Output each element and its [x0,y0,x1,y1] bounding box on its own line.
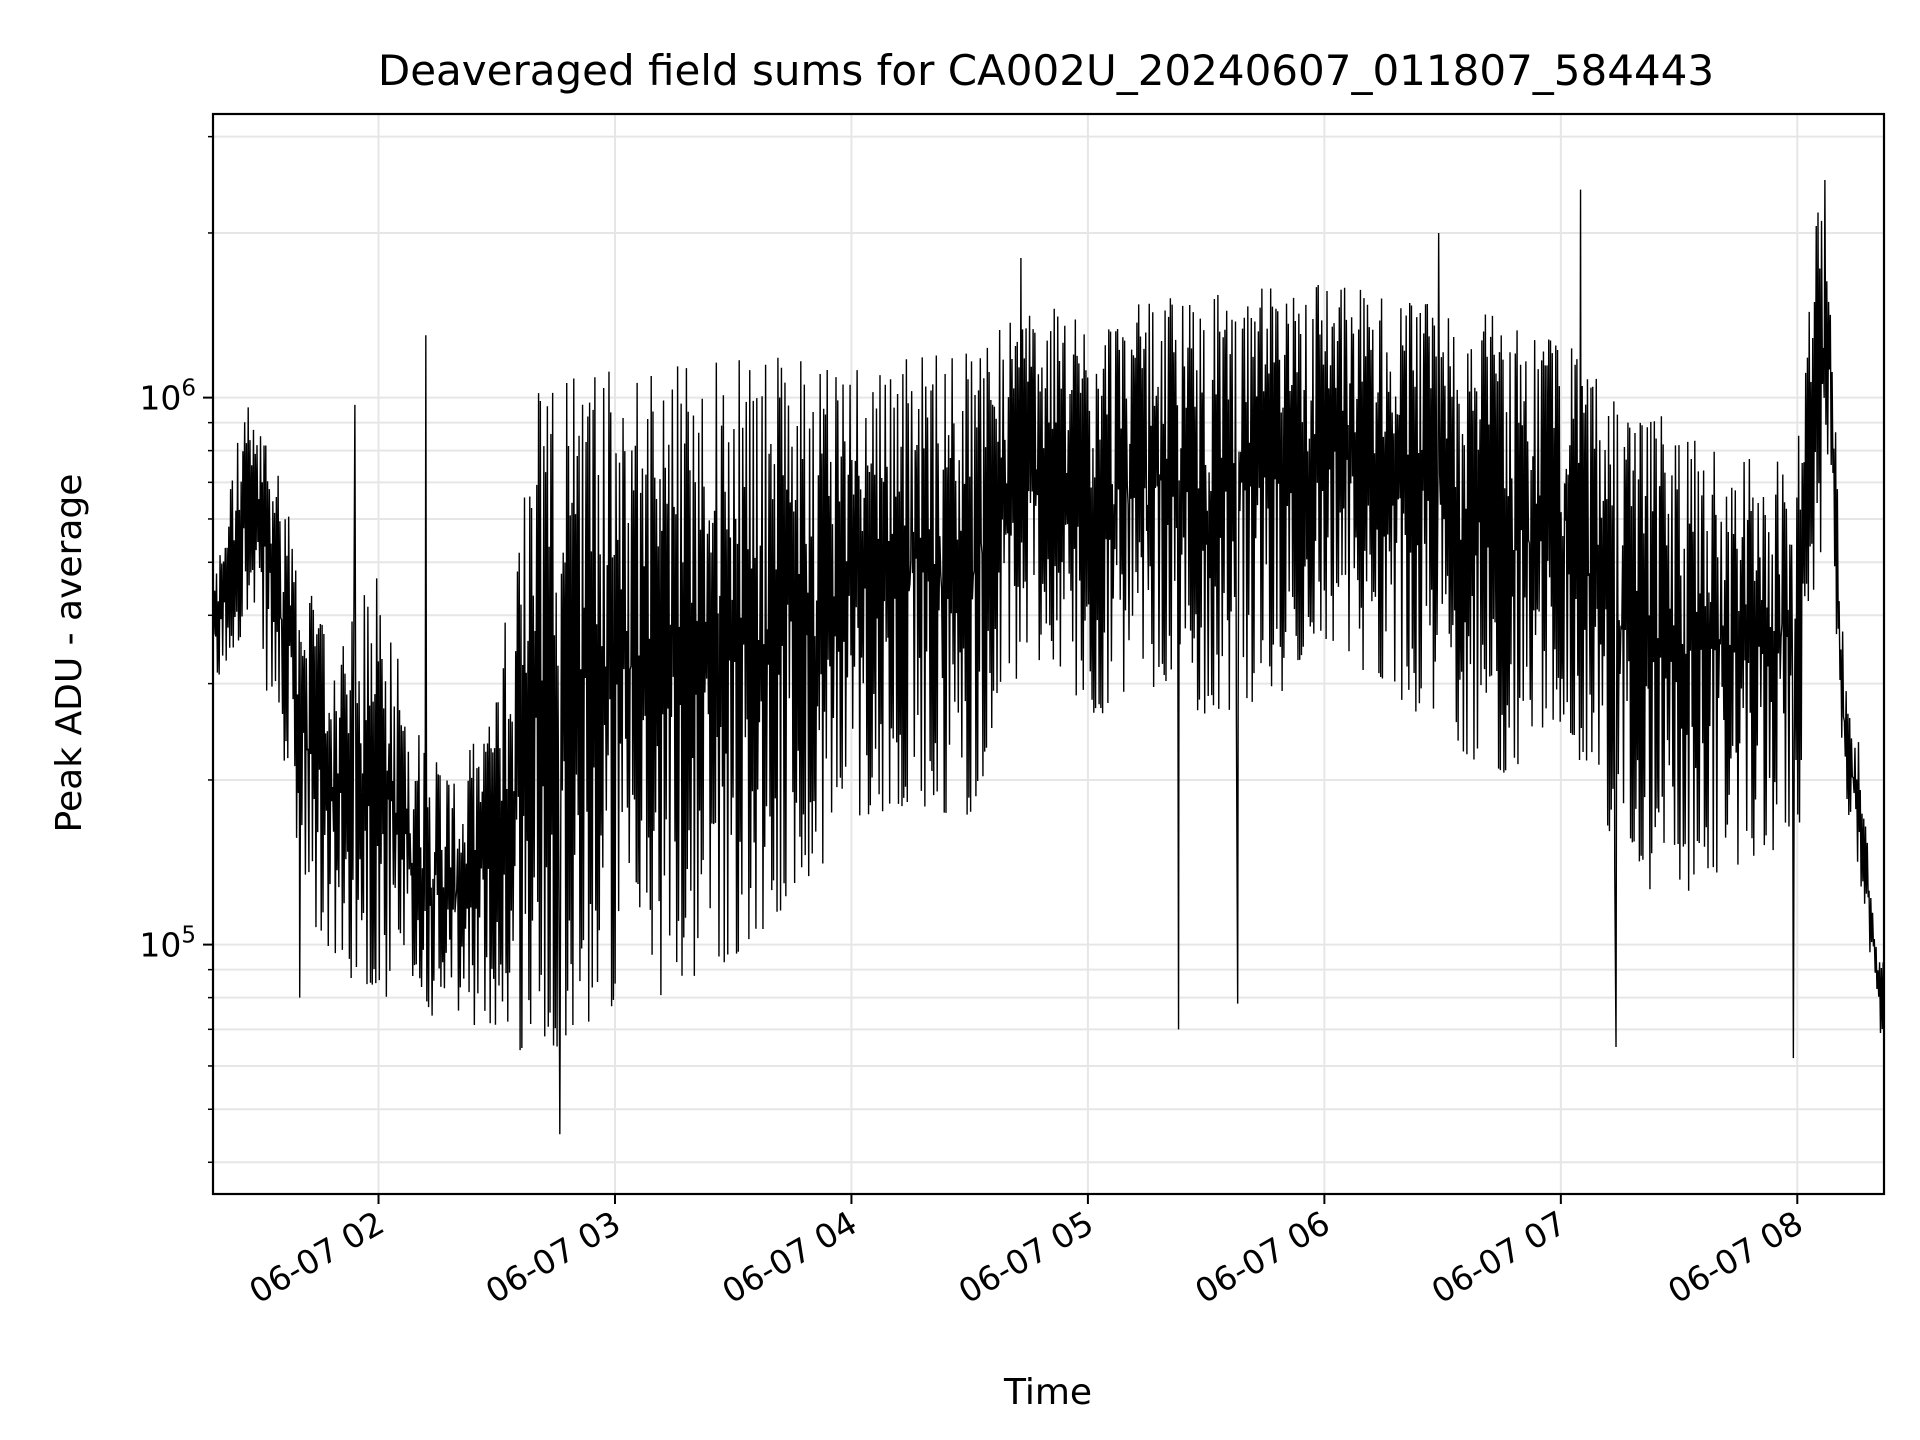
plot-area [212,179,1885,1135]
series-line [212,179,1885,1135]
chart-title: Deaveraged field sums for CA002U_2024060… [378,46,1714,95]
y-tick-label: 105 [139,923,196,965]
y-axis-label: Peak ADU - average [49,474,90,833]
y-tick-label: 106 [139,376,196,418]
plot-frame [211,112,1886,1196]
x-axis-label: Time [1003,1372,1092,1413]
y-axis: 105 106 [139,135,213,1164]
